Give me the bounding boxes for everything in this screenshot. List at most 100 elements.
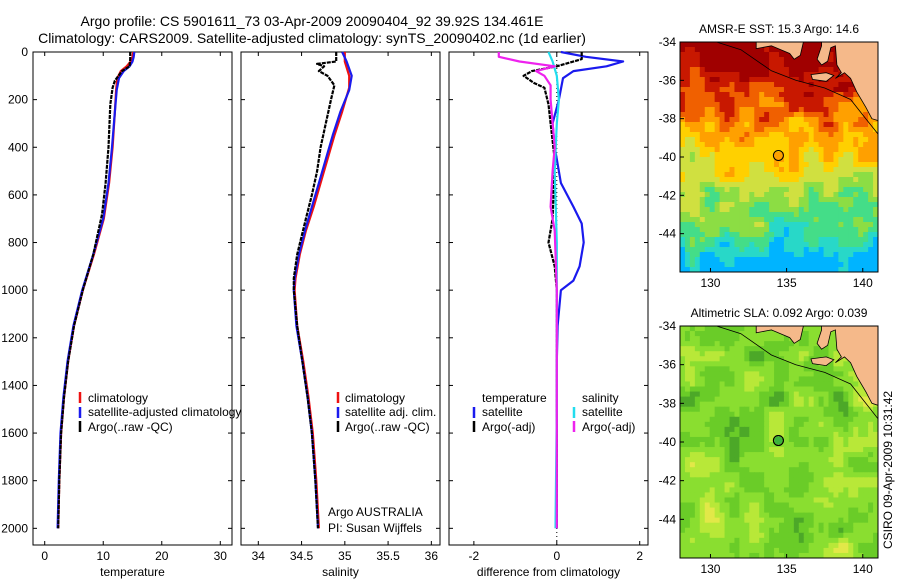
field-cell [704,431,711,438]
field-cell [739,232,745,238]
field-cell [714,252,721,258]
x-tick-label: 35 [338,549,352,563]
field-cell [848,92,854,98]
field-cell [744,517,750,524]
field-cell [843,431,849,438]
field-cell [818,401,825,408]
field-cell [853,242,859,248]
field-cell [694,132,701,138]
field-cell [759,197,765,203]
field-cell [689,152,696,158]
field-cell [739,346,745,352]
field-cell [764,177,770,183]
field-cell [739,227,745,233]
field-cell [704,351,711,357]
field-cell [774,386,780,393]
field-cell [863,112,869,118]
field-cell [793,512,800,519]
field-cell [744,406,750,413]
field-cell [694,482,701,488]
field-cell [863,117,869,123]
field-cell [714,57,721,63]
field-cell [689,502,696,509]
field-cell [759,237,765,243]
field-cell [803,62,810,68]
field-cell [749,177,755,183]
field-cell [838,517,844,524]
field-cell [813,386,820,393]
field-cell [759,552,765,558]
field-cell [873,472,878,478]
field-cell [838,442,844,448]
field-cell [724,57,731,63]
field-cell [764,537,770,544]
field-cell [823,202,830,208]
field-cell [754,142,760,148]
field-cell [729,187,736,193]
field-cell [699,487,706,494]
field-cell [729,381,736,388]
field-cell [873,137,878,143]
field-cell [749,462,755,468]
field-cell [813,502,820,509]
field-cell [680,147,686,153]
field-cell [868,452,874,458]
field-cell [788,552,795,558]
field-cell [788,197,795,203]
field-cell [858,507,864,514]
field-cell [684,67,691,73]
field-cell [848,401,854,408]
field-cell [734,252,740,258]
field-cell [764,527,770,534]
field-cell [714,167,721,173]
field-cell [783,72,790,78]
field-cell [803,227,810,233]
field-cell [774,482,780,488]
field-cell [739,426,745,433]
field-cell [798,227,805,233]
field-cell [848,202,854,208]
field-cell [788,532,795,539]
field-cell [828,92,835,98]
field-cell [729,376,736,383]
field-cell [779,262,785,268]
field-cell [853,447,859,453]
field-cell [833,401,839,408]
float-location-marker [772,149,784,161]
field-cell [853,122,859,128]
field-cell [729,447,736,453]
field-cell [843,487,849,494]
field-cell [813,162,820,168]
field-cell [798,421,805,428]
field-cell [719,127,726,133]
y-tick-label: 400 [8,140,28,154]
field-cell [704,371,711,378]
field-cell [714,391,721,398]
field-cell [764,532,770,539]
field-cell [808,177,815,183]
field-cell [813,527,820,534]
field-cell [868,202,874,208]
field-cell [853,537,859,544]
field-cell [689,177,696,183]
field-cell [769,197,775,203]
field-cell [798,187,805,193]
field-cell [803,462,810,468]
field-cell [699,371,706,378]
field-cell [838,381,844,388]
field-cell [779,67,785,73]
field-cell [734,381,740,388]
field-cell [823,267,830,272]
field-cell [709,222,716,228]
field-cell [759,421,765,428]
field-cell [764,207,770,213]
field-cell [689,512,696,519]
field-cell [863,247,869,253]
field-cell [798,401,805,408]
field-cell [699,482,706,488]
field-cell [808,396,815,403]
field-cell [858,537,864,544]
field-cell [734,267,740,272]
field-cell [680,247,686,253]
field-cell [734,247,740,253]
